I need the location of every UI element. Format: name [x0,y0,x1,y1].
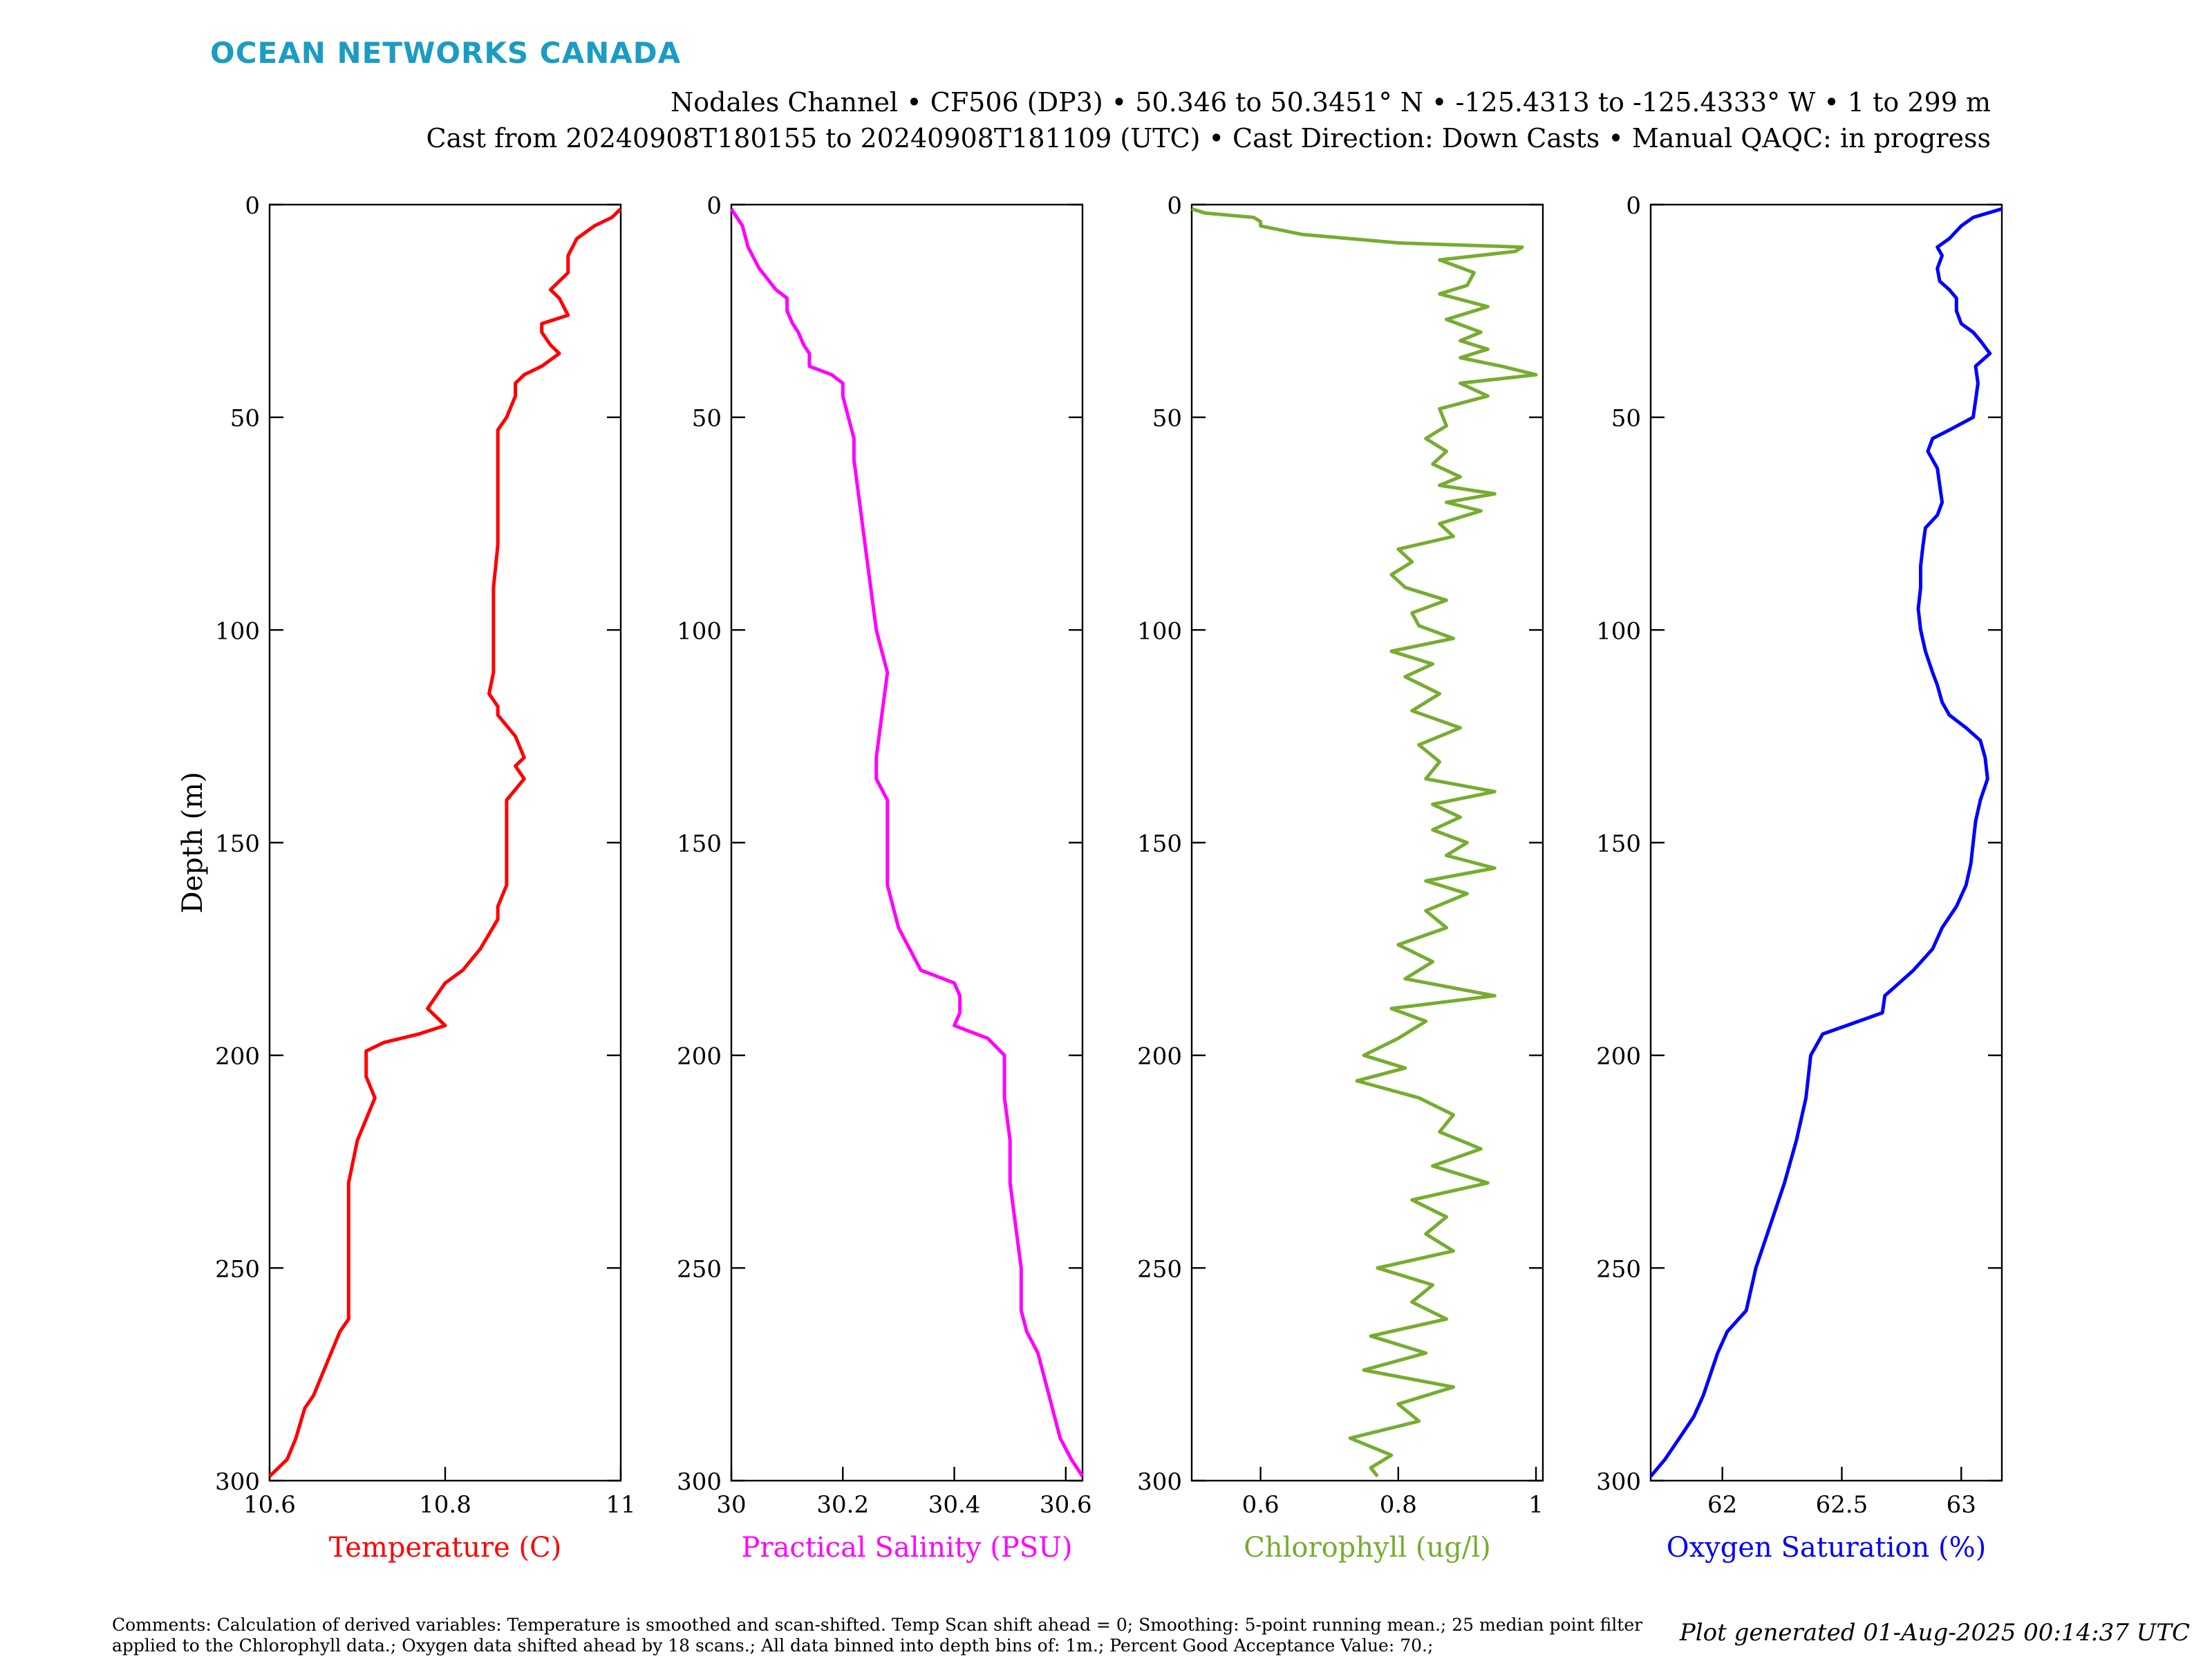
salinity-x-axis-label: Practical Salinity (PSU) [742,1532,1073,1564]
temperature-ytick-label: 0 [245,192,260,220]
salinity-axes-box [730,203,1084,1482]
chlorophyll-xtick-label: 1 [1528,1491,1544,1519]
chlorophyll-profile-line [1191,207,1538,1478]
depth-axis-label: Depth (m) [177,771,209,913]
chlorophyll-ytick-label: 50 [1152,405,1182,433]
chlorophyll-panel: 0 50 100 150 200 250 300 0.6 0.8 1 Chlorophyll (ug… [1137,192,1544,1564]
plot-generated-timestamp: Plot generated 01-Aug-2025 00:14:37 UTC [1679,1619,2190,1647]
salinity-xtick-label: 30 [716,1491,746,1519]
temperature-ytick-label: 150 [215,830,260,858]
chlorophyll-ytick-label: 300 [1137,1468,1182,1496]
oxygen-xtick-label: 62 [1707,1491,1737,1519]
salinity-ytick-label: 250 [677,1255,722,1283]
chlorophyll-axes-box [1190,203,1544,1482]
temperature-ytick-label: 300 [215,1468,260,1496]
chlorophyll-ytick-label: 100 [1137,617,1182,645]
oxygen-xtick-label: 62.5 [1816,1491,1868,1519]
oxygen-ytick-label: 250 [1596,1255,1641,1283]
temperature-x-axis-label: Temperature (C) [329,1532,562,1564]
salinity-profile-line [729,207,1085,1478]
oxygen-x-axis-label: Oxygen Saturation (%) [1667,1532,1986,1564]
temperature-xtick-label: 10.6 [243,1491,296,1519]
oxygen-ytick-label: 0 [1626,192,1641,220]
salinity-ytick-label: 300 [677,1468,722,1496]
salinity-ytick-label: 50 [692,405,722,433]
oxygen-ytick-label: 300 [1596,1468,1641,1496]
chlorophyll-ytick-label: 150 [1137,830,1182,858]
temperature-ytick-label: 50 [230,405,260,433]
plot-title-line-2: Cast from 20240908T180155 to 20240908T18… [426,123,1991,153]
oxygen-ytick-label: 200 [1596,1043,1641,1071]
oxygen-profile-line [1649,207,2003,1478]
salinity-xtick-label: 30.6 [1040,1491,1092,1519]
ocean-networks-canada-logo: OCEAN NETWORKS CANADA [210,36,682,70]
salinity-ytick-label: 100 [677,617,722,645]
oxygen-xtick-label: 63 [1947,1491,1976,1519]
salinity-xtick-label: 30.4 [928,1491,981,1519]
temperature-profile-line [268,207,622,1478]
oxygen-panel: 0 50 100 150 200 250 300 62 62.5 63 Oxygen Saturat… [1596,192,2003,1564]
chlorophyll-ytick-label: 250 [1137,1255,1182,1283]
comments-footnote: Comments: Calculation of derived variabl… [112,1615,1643,1656]
salinity-xtick-label: 30.2 [816,1491,869,1519]
oxygen-ytick-label: 100 [1596,617,1641,645]
temperature-xtick-label: 11 [606,1491,635,1519]
salinity-ytick-label: 150 [677,830,722,858]
salinity-ytick-label: 0 [706,192,722,220]
temperature-axes-box [268,203,622,1482]
temperature-xtick-label: 10.8 [419,1491,471,1519]
chlorophyll-ytick-label: 0 [1167,192,1182,220]
plot-title-line-1: Nodales Channel • CF506 (DP3) • 50.346 t… [671,87,1991,118]
chlorophyll-ytick-label: 200 [1137,1043,1182,1071]
oxygen-ytick-label: 50 [1611,405,1641,433]
oxygen-ytick-label: 150 [1596,830,1641,858]
chlorophyll-xtick-label: 0.8 [1380,1491,1417,1519]
salinity-ytick-label: 200 [677,1043,722,1071]
temperature-ytick-label: 100 [215,617,260,645]
temperature-ytick-label: 200 [215,1043,260,1071]
chlorophyll-xtick-label: 0.6 [1242,1491,1280,1519]
oxygen-axes-box [1649,203,2003,1482]
temperature-ytick-label: 250 [215,1255,260,1283]
chlorophyll-x-axis-label: Chlorophyll (ug/l) [1244,1532,1491,1564]
